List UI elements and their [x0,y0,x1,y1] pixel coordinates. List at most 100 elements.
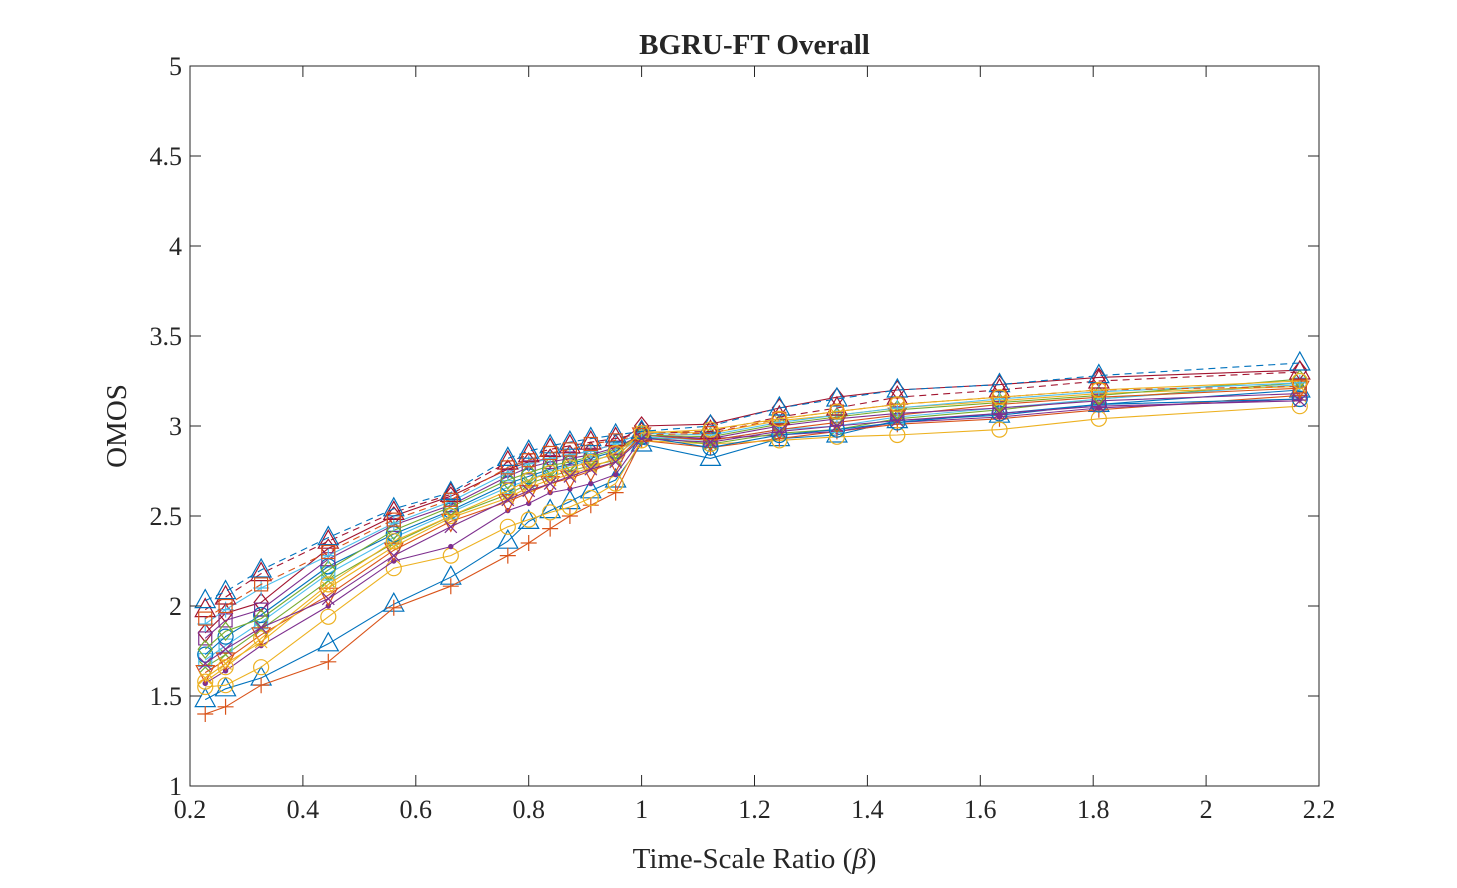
data-point [542,455,558,476]
data-point [991,421,1008,438]
data-point [563,469,577,483]
series [198,386,1307,646]
series-line [205,405,1300,688]
y-axis-label: OMOS [101,384,133,468]
data-point [889,399,906,420]
series-line [205,394,1300,715]
y-tick-label: 5 [169,52,182,81]
x-tick-label: 1.4 [851,795,884,824]
data-point [253,630,270,647]
data-point [321,592,335,606]
data-point [558,433,581,454]
data-point [496,449,519,470]
data-point [253,659,270,676]
data-point [217,628,234,645]
data-point [562,452,578,472]
data-point [1288,350,1311,371]
x-tick-label: 1.6 [964,795,997,824]
data-point [704,435,717,449]
data-point [317,528,340,549]
data-point [609,455,623,469]
data-point [198,657,212,671]
x-axis-label-close: ) [867,843,877,875]
data-point [542,464,559,481]
y-tick-label: 2.5 [150,502,183,531]
data-point [197,639,214,660]
data-point [320,653,337,670]
data-point [1292,379,1307,394]
series-line [204,387,1300,674]
data-point [217,698,234,715]
data-point [561,498,579,516]
data-point [254,621,268,635]
data-point [604,422,627,443]
data-point [517,438,540,459]
y-tick-label: 3 [169,412,182,441]
data-point [1090,381,1107,399]
data-point [633,425,650,445]
data-point [579,426,602,447]
data-point [702,421,719,438]
data-point [889,396,906,413]
data-point [214,579,237,600]
data-point [385,599,402,616]
series-line [204,378,1300,650]
data-point [250,561,273,582]
series-line [204,362,1300,602]
data-point [198,660,212,674]
data-point [198,671,212,685]
data-point [443,492,458,507]
data-point [993,406,1006,420]
chart-title: BGRU-FT Overall [639,29,870,61]
data-point [607,444,624,462]
data-point [444,520,458,534]
data-point [254,635,268,649]
data-point [1293,394,1307,408]
data-point [218,598,233,614]
data-point [197,646,214,663]
data-point [522,484,536,498]
data-point [1090,410,1107,427]
series-line [204,389,1300,701]
data-point [386,512,401,527]
data-point [385,515,402,532]
y-tick-label: 1 [169,772,182,801]
data-point [771,410,788,427]
data-point [253,580,270,596]
series [194,350,1311,609]
data-point [439,480,462,501]
data-point [543,477,557,491]
data-point [500,470,516,490]
data-point [771,414,788,435]
series-line [204,371,1300,611]
data-point [517,509,540,530]
data-point [250,557,273,578]
data-point [219,657,232,671]
data-point [321,566,336,581]
y-tick-label: 4.5 [150,142,183,171]
data-point [197,706,214,722]
data-point [1291,390,1308,408]
data-point [543,445,558,461]
data-point [825,386,848,407]
data-point [991,389,1008,406]
data-point [500,460,515,475]
data-point [558,429,581,450]
data-point [321,544,336,560]
data-point [217,659,234,676]
data-point [828,403,846,420]
data-point [539,433,562,454]
data-point [562,442,578,457]
data-point [321,581,335,595]
data-point [442,507,459,525]
ticks-layer: 0.2 0.4 0.6 0.8 1 1.2 1.4 1.6 1.8 2 2.2 1 1.5 2 2.5 3 3.… [150,52,1336,824]
data-point [607,484,624,501]
data-point [198,611,213,626]
y-tick-label: 4 [169,232,182,261]
data-point [214,584,237,605]
data-point [499,518,516,535]
data-point [520,462,537,483]
data-point [518,485,539,504]
series [197,398,1308,696]
